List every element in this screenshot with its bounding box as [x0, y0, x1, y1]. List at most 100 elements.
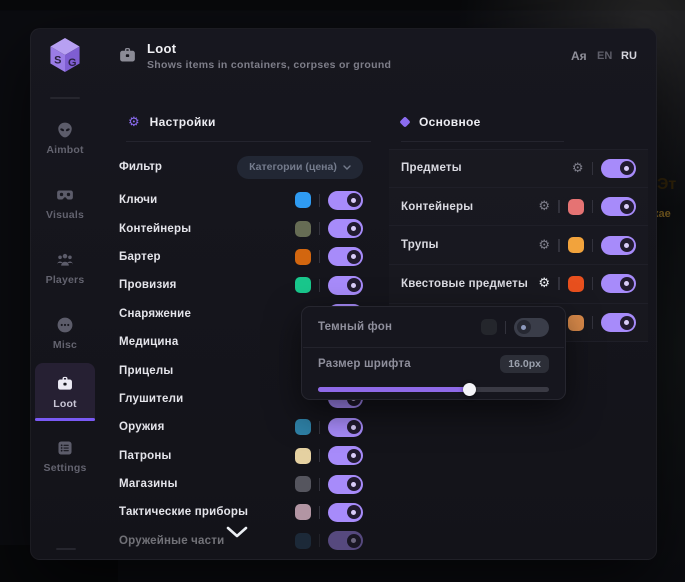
color-swatch[interactable]: [294, 532, 311, 549]
color-swatch[interactable]: [294, 220, 311, 237]
toggle-knob: [619, 199, 634, 214]
toggle-switch[interactable]: [328, 446, 363, 466]
sidebar-item-players[interactable]: Players: [35, 242, 95, 294]
toggle-switch[interactable]: [328, 417, 363, 437]
list-icon: [56, 439, 74, 457]
filter-item-label: Оружейные части: [119, 534, 225, 547]
color-swatch[interactable]: [294, 476, 311, 493]
toggle-switch[interactable]: [328, 275, 363, 295]
main-row-label: Контейнеры: [401, 200, 474, 213]
language-en-button[interactable]: EN: [597, 50, 613, 62]
toggle-knob: [346, 505, 361, 520]
svg-text:G: G: [68, 57, 76, 69]
gear-icon[interactable]: ⚙: [538, 199, 550, 215]
separator: [318, 250, 320, 264]
color-swatch[interactable]: [294, 248, 311, 265]
toggle-switch[interactable]: [328, 474, 363, 494]
filter-item-label: Контейнеры: [119, 222, 192, 235]
toggle-switch[interactable]: [601, 235, 636, 255]
color-swatch[interactable]: [294, 192, 311, 209]
filters-section-header: ⚙ Настройки: [128, 115, 216, 129]
color-swatch[interactable]: [294, 447, 311, 464]
gear-icon[interactable]: ⚙: [538, 237, 550, 253]
toggle-switch[interactable]: [328, 247, 363, 267]
sidebar-item-visuals[interactable]: Visuals: [35, 177, 95, 229]
filter-row: Фильтр Категории (цена): [119, 155, 363, 179]
briefcase-icon: [118, 46, 137, 65]
color-swatch[interactable]: [294, 419, 311, 436]
sidebar: S G Aimbot Visuals Players Misc Loot Settings: [31, 29, 99, 559]
sidebar-item-settings[interactable]: Settings: [35, 430, 95, 482]
separator: [318, 449, 320, 463]
font-size-value-badge: 16.0px: [500, 355, 549, 373]
language-ru-button[interactable]: RU: [621, 50, 637, 62]
toggle-switch[interactable]: [601, 197, 636, 217]
filter-dropdown-value: Категории (цена): [249, 161, 337, 173]
main-row: Трупы ⚙: [389, 226, 648, 266]
main-row: ⚙: [389, 304, 648, 343]
sidebar-item-aimbot[interactable]: Aimbot: [35, 112, 95, 164]
gear-icon[interactable]: ⚙: [538, 276, 550, 292]
toggle-switch[interactable]: [328, 531, 363, 551]
color-swatch[interactable]: [567, 198, 584, 215]
gear-icon[interactable]: ⚙: [571, 160, 584, 176]
toggle-knob: [346, 420, 361, 435]
color-swatch[interactable]: [294, 277, 311, 294]
toggle-knob: [346, 477, 361, 492]
sidebar-item-loot[interactable]: Loot: [35, 363, 95, 421]
separator: [318, 193, 320, 207]
sidebar-item-label: Misc: [52, 338, 78, 351]
sidebar-item-label: Aimbot: [46, 143, 84, 156]
dark-bg-row: Темный фон: [302, 307, 565, 347]
separator: [318, 222, 320, 236]
filter-item-label: Снаряжение: [119, 307, 192, 320]
main-row: Предметы ⚙: [389, 149, 648, 188]
filter-dropdown[interactable]: Категории (цена): [237, 155, 363, 179]
filter-item-row: Оружейные части: [119, 527, 363, 555]
dark-bg-label: Темный фон: [318, 321, 393, 333]
sidebar-item-label: Settings: [43, 461, 87, 474]
font-size-slider[interactable]: [318, 382, 549, 396]
toggle-switch[interactable]: [328, 502, 363, 522]
filter-item-row: Контейнеры: [119, 214, 363, 242]
slider-knob[interactable]: [463, 382, 476, 396]
separator: [591, 200, 593, 214]
filter-item-label: Бартер: [119, 250, 161, 263]
gear-icon: ⚙: [128, 114, 140, 130]
sidebar-item-misc[interactable]: Misc: [35, 307, 95, 359]
toggle-knob: [346, 221, 361, 236]
toggle-knob: [346, 533, 361, 548]
dark-bg-toggle[interactable]: [514, 317, 549, 337]
app-window: S G Aimbot Visuals Players Misc Loot Settings…: [30, 28, 657, 560]
dark-bg-color-swatch[interactable]: [480, 319, 497, 335]
separator: [558, 238, 560, 252]
filter-item-row: Патроны: [119, 442, 363, 470]
separator: [558, 277, 560, 291]
filter-label: Фильтр: [119, 161, 162, 173]
toggle-knob: [346, 249, 361, 264]
section-divider: [401, 141, 564, 142]
diamond-icon: [399, 116, 411, 128]
main-row-label: Квестовые предметы: [401, 277, 529, 290]
filter-item-label: Тактические приборы: [119, 506, 249, 519]
color-swatch[interactable]: [567, 275, 584, 292]
tooltip-text-fragment: кае: [653, 208, 671, 220]
toggle-switch[interactable]: [328, 219, 363, 239]
scroll-down-chevron-icon[interactable]: [224, 525, 250, 544]
toggle-knob: [346, 448, 361, 463]
tooltip-text-fragment: Эт: [657, 176, 677, 193]
page-title: Loot: [147, 41, 177, 56]
popup-divider: [303, 347, 564, 348]
language-icon[interactable]: Aя: [571, 49, 587, 63]
color-swatch[interactable]: [567, 314, 584, 331]
font-size-label: Размер шрифта: [318, 358, 411, 370]
section-divider: [126, 141, 371, 142]
filter-item-row: Провизия: [119, 271, 363, 299]
toggle-switch[interactable]: [601, 158, 636, 178]
toggle-switch[interactable]: [601, 313, 636, 333]
color-swatch[interactable]: [294, 504, 311, 521]
color-swatch[interactable]: [567, 237, 584, 254]
toggle-switch[interactable]: [601, 274, 636, 294]
toggle-switch[interactable]: [328, 190, 363, 210]
toggle-knob: [619, 276, 634, 291]
